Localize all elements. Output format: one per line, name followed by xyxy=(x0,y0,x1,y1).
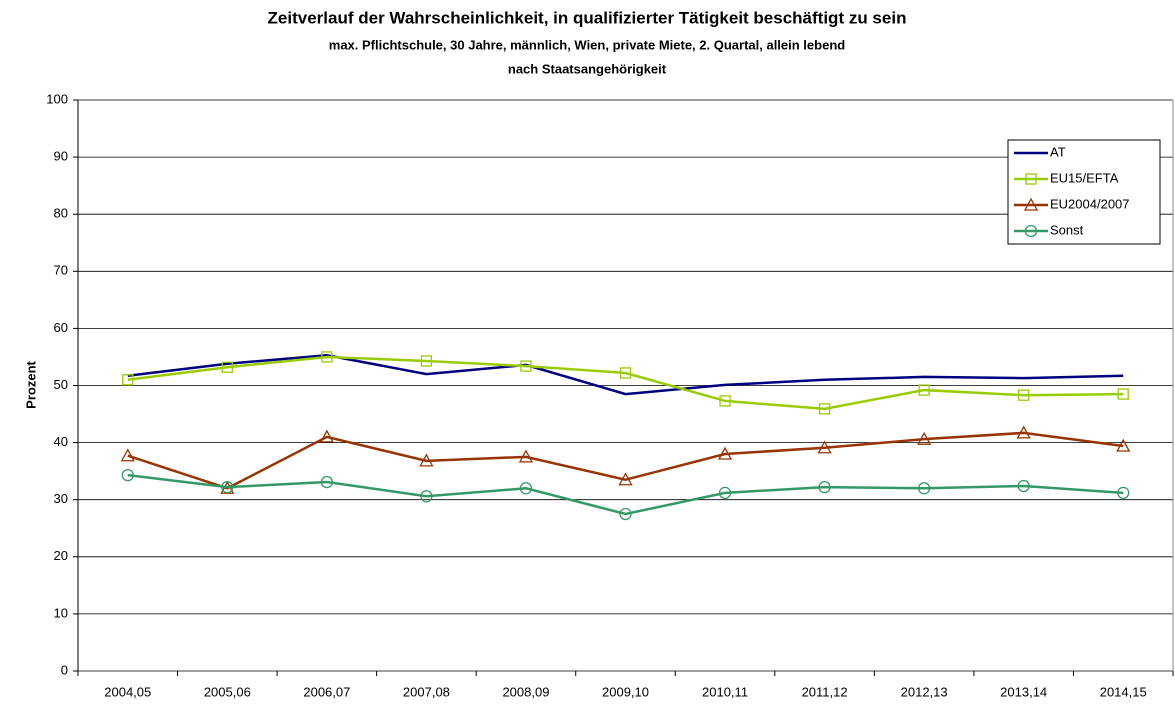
series-line xyxy=(127,431,1124,490)
legend-label: Sonst xyxy=(1050,222,1084,237)
marker xyxy=(1023,197,1039,211)
marker xyxy=(619,367,632,379)
chart-subtitle: nach Staatsangehörigkeit xyxy=(508,61,667,76)
y-tick-label: 90 xyxy=(54,149,68,164)
y-tick-label: 60 xyxy=(54,320,68,335)
marker xyxy=(221,361,233,373)
y-tick-label: 20 xyxy=(54,548,68,563)
y-tick-label: 100 xyxy=(46,91,68,106)
marker xyxy=(619,507,632,521)
x-tick-label: 2007,08 xyxy=(403,684,450,699)
legend-label: EU15/EFTA xyxy=(1050,170,1119,185)
marker xyxy=(519,482,533,495)
marker xyxy=(518,449,534,463)
legend-label: AT xyxy=(1050,144,1066,159)
y-tick-label: 80 xyxy=(54,206,68,221)
marker xyxy=(1024,224,1038,238)
marker xyxy=(321,351,333,363)
y-tick-label: 10 xyxy=(54,605,68,620)
x-tick-label: 2013,14 xyxy=(1000,684,1047,699)
marker xyxy=(520,360,532,372)
series-line xyxy=(127,353,1124,396)
marker xyxy=(221,480,234,494)
marker xyxy=(1016,425,1031,439)
x-tick-label: 2011,12 xyxy=(802,684,848,699)
marker xyxy=(719,395,731,407)
marker xyxy=(618,472,633,486)
marker xyxy=(818,480,831,494)
y-tick-label: 0 xyxy=(61,662,68,677)
legend-box xyxy=(1007,139,1161,245)
marker xyxy=(420,355,433,367)
marker xyxy=(718,486,732,499)
marker xyxy=(917,431,932,445)
x-tick-label: 2010,11 xyxy=(702,684,748,699)
marker xyxy=(917,482,931,495)
marker xyxy=(1018,389,1030,401)
chart-title: Zeitverlauf der Wahrscheinlichkeit, in q… xyxy=(268,8,907,27)
marker xyxy=(122,374,134,386)
marker xyxy=(1116,438,1131,452)
marker xyxy=(419,453,434,467)
y-tick-label: 40 xyxy=(54,434,68,449)
y-tick-label: 30 xyxy=(54,491,68,506)
marker xyxy=(319,429,334,443)
marker xyxy=(1017,479,1030,493)
y-tick-label: 70 xyxy=(54,263,68,278)
marker xyxy=(121,468,134,482)
legend-label: EU2004/2007 xyxy=(1050,196,1130,211)
y-tick-label: 50 xyxy=(54,377,68,392)
chart-subtitle: max. Pflichtschule, 30 Jahre, männlich, … xyxy=(329,37,845,52)
x-tick-label: 2005,06 xyxy=(204,684,251,699)
x-tick-label: 2012,13 xyxy=(901,684,948,699)
marker xyxy=(1117,486,1130,499)
marker xyxy=(120,448,135,462)
marker xyxy=(918,384,930,396)
marker xyxy=(818,403,831,415)
y-axis-label: Prozent xyxy=(23,360,38,408)
marker xyxy=(717,446,733,460)
marker xyxy=(420,490,433,503)
marker xyxy=(320,475,334,489)
x-tick-label: 2004,05 xyxy=(104,684,151,699)
marker xyxy=(1117,388,1129,400)
x-tick-label: 2014,15 xyxy=(1100,684,1147,699)
x-tick-label: 2009,10 xyxy=(602,684,649,699)
series-line xyxy=(127,473,1124,516)
series-line xyxy=(127,355,1124,411)
marker xyxy=(1025,173,1037,185)
x-tick-label: 2006,07 xyxy=(303,684,350,699)
marker xyxy=(817,440,832,454)
x-tick-label: 2008,09 xyxy=(502,684,549,699)
